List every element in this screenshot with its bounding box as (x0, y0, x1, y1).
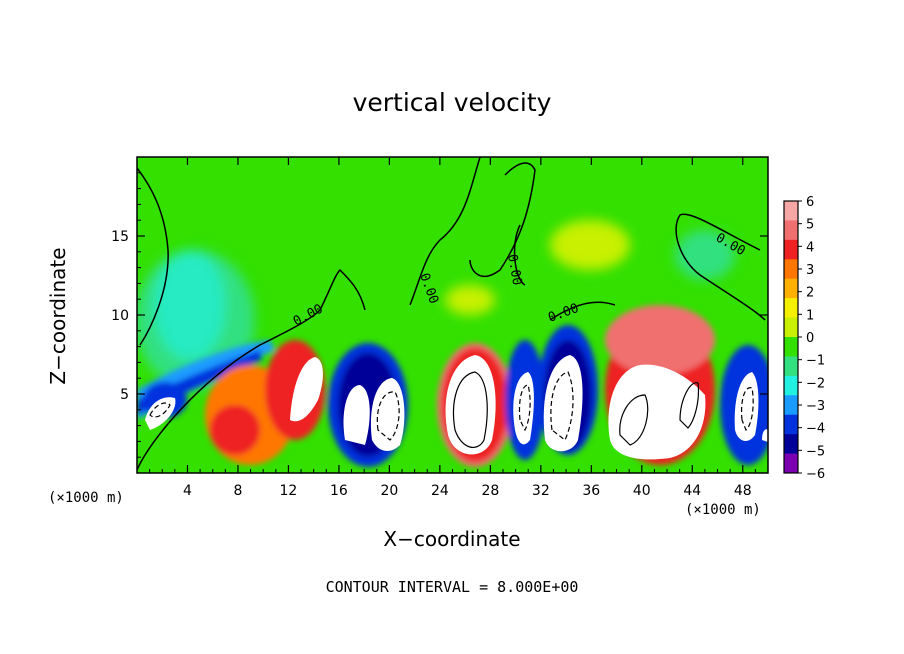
y-axis: 5 10 15 (111, 172, 768, 458)
y-axis-label: Z−coordinate (46, 247, 70, 385)
x-tick-label: 4 (183, 483, 192, 499)
colorbar-tick-label: 4 (806, 240, 814, 255)
x-tick-label: 44 (683, 483, 701, 499)
x-tick-label: 28 (481, 483, 499, 499)
x-tick-label: 48 (734, 483, 752, 499)
x-tick-label: 8 (233, 483, 242, 499)
colorbar-swatch (784, 278, 798, 299)
colorbar-tick-label: −2 (806, 376, 825, 391)
colorbar-tick-label: 0 (806, 331, 814, 346)
colorbar-tick-label: −1 (806, 354, 825, 369)
y-tick-label: 10 (111, 308, 129, 324)
colorbar-swatch (784, 375, 798, 396)
colorbar-tick-label: −6 (806, 467, 825, 482)
colorbar-tick-label: 5 (806, 218, 814, 233)
colorbar-tick-label: 3 (806, 263, 814, 278)
colorbar-tick-label: 6 (806, 195, 814, 210)
colorbar-swatch (784, 201, 798, 221)
colorbar-swatch (784, 395, 798, 416)
colorbar-swatch (784, 453, 798, 474)
x-tick-label: 20 (380, 483, 398, 499)
colorbar-tick-label: 1 (806, 308, 814, 323)
colorbar-tick-label: −3 (806, 399, 825, 414)
x-unit-right: (×1000 m) (685, 502, 761, 518)
colorbar-swatch (784, 220, 798, 241)
x-unit-left: (×1000 m) (48, 490, 124, 506)
colorbar-swatch (784, 356, 798, 377)
colorbar-swatch (784, 239, 798, 260)
y-tick-label: 15 (111, 229, 129, 245)
x-axis: 4 8 12 16 20 24 28 32 36 40 44 48 (149, 157, 756, 499)
colorbar-swatch (784, 259, 798, 280)
x-axis-label: X−coordinate (383, 527, 521, 551)
contour-interval-note: CONTOUR INTERVAL = 8.000E+00 (325, 578, 579, 596)
colorbar-swatch (784, 337, 798, 357)
x-tick-label: 40 (633, 483, 651, 499)
colorbar-tick-label: 2 (806, 286, 814, 301)
y-tick-label: 5 (120, 387, 129, 403)
colorbar-swatch (784, 434, 798, 455)
x-tick-label: 36 (582, 483, 600, 499)
velocity-field (137, 157, 768, 473)
x-tick-label: 16 (330, 483, 348, 499)
chart-title: vertical velocity (352, 88, 552, 117)
colorbar: 6 5 4 3 2 1 0 −1 −2 −3 −4 −5 −6 (783, 195, 825, 482)
colorbar-swatch (784, 414, 798, 435)
colorbar-tick-label: −5 (806, 444, 825, 459)
x-tick-label: 24 (431, 483, 449, 499)
contour-label: 0.00 (504, 253, 524, 286)
x-tick-label: 12 (280, 483, 298, 499)
colorbar-tick-label: −4 (806, 422, 825, 437)
colorbar-swatch (784, 298, 798, 319)
x-tick-label: 32 (532, 483, 550, 499)
colorbar-swatch (784, 317, 798, 338)
